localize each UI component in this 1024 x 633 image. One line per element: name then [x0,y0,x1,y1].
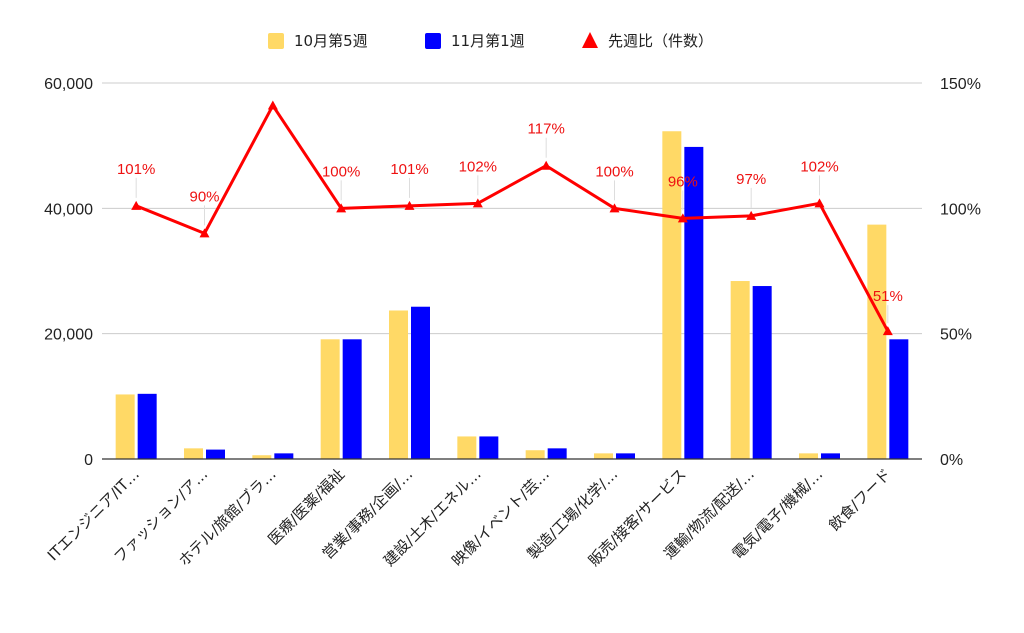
ratio-line-series: 101% 90% 100% 101% 102% 117% 100% 96% 97% 102% 51% [117,100,903,336]
ratio-data-label: 117% [528,121,565,138]
y-left-tick-label: 60,000 [44,76,93,93]
ratio-data-label: 102% [459,158,497,175]
bar-series [115,131,909,460]
bar-nov-week1 [889,339,909,459]
category-label: 飲食/フード [825,465,894,534]
bar-oct-week5 [184,448,203,459]
bar-oct-week5 [867,224,887,459]
ratio-point [267,100,278,110]
y-right-tick-label: 100% [940,201,981,218]
bar-nov-week1 [206,449,225,459]
bar-nov-week1 [821,453,840,459]
legend-swatch [425,33,441,49]
bar-nov-week1 [411,306,430,459]
x-axis-labels: ITエンジニア/IT…ファッション/ア…ホテル/旅館/ブラ…医療/医薬/福祉営業… [44,465,895,570]
ratio-point [404,200,415,210]
ratio-data-label: 90% [189,188,219,205]
bar-nov-week1 [342,339,362,459]
bar-oct-week5 [457,436,477,459]
bar-nov-week1 [616,453,635,459]
bar-nov-week1 [752,286,772,459]
ratio-point [199,228,210,238]
ratio-data-label: 97% [736,171,766,188]
y-left-tick-label: 40,000 [44,201,93,218]
y-axis-left: 0 20,000 40,000 60,000 [44,76,93,469]
bar-oct-week5 [662,131,682,459]
ratio-point [882,326,893,336]
ratio-data-label: 101% [117,161,155,178]
ratio-data-label: 101% [390,161,428,178]
legend-label: 11月第1週 [451,32,525,50]
bar-nov-week1 [137,393,157,459]
ratio-point [609,203,620,213]
ratio-point [336,203,347,213]
y-left-tick-label: 20,000 [44,327,93,344]
legend-label: 10月第5週 [294,32,368,50]
y-axis-right: 0% 50% 100% 150% [940,76,981,469]
ratio-point [131,200,142,210]
ratio-point [472,198,483,208]
bar-oct-week5 [799,453,818,459]
ratio-data-label: 96% [668,173,698,190]
bar-nov-week1 [479,436,499,459]
bar-oct-week5 [115,394,135,459]
y-left-tick-label: 0 [84,452,93,469]
bar-oct-week5 [389,310,408,459]
legend: 10月第5週 11月第1週 先週比（件数） [268,32,713,50]
bar-oct-week5 [252,455,272,459]
ratio-point [541,160,552,170]
ratio-data-label: 102% [800,158,838,175]
ratio-point [677,213,688,223]
bar-nov-week1 [274,453,294,459]
bar-oct-week5 [730,281,750,459]
ratio-data-label: 100% [322,163,360,180]
y-right-tick-label: 0% [940,452,963,469]
ratio-point [814,198,825,208]
ratio-point [746,210,757,220]
y-right-tick-label: 50% [940,327,972,344]
bar-oct-week5 [320,339,340,459]
ratio-data-label: 51% [873,288,903,305]
legend-swatch [268,33,284,49]
bar-nov-week1 [684,146,704,460]
ratio-data-label: 100% [595,163,633,180]
y-right-tick-label: 150% [940,76,981,93]
ratio-line [135,104,890,332]
bar-oct-week5 [525,450,545,459]
bar-nov-week1 [547,448,567,459]
bar-oct-week5 [594,453,613,459]
legend-label: 先週比（件数） [608,32,713,50]
legend-triangle-icon [582,32,598,48]
